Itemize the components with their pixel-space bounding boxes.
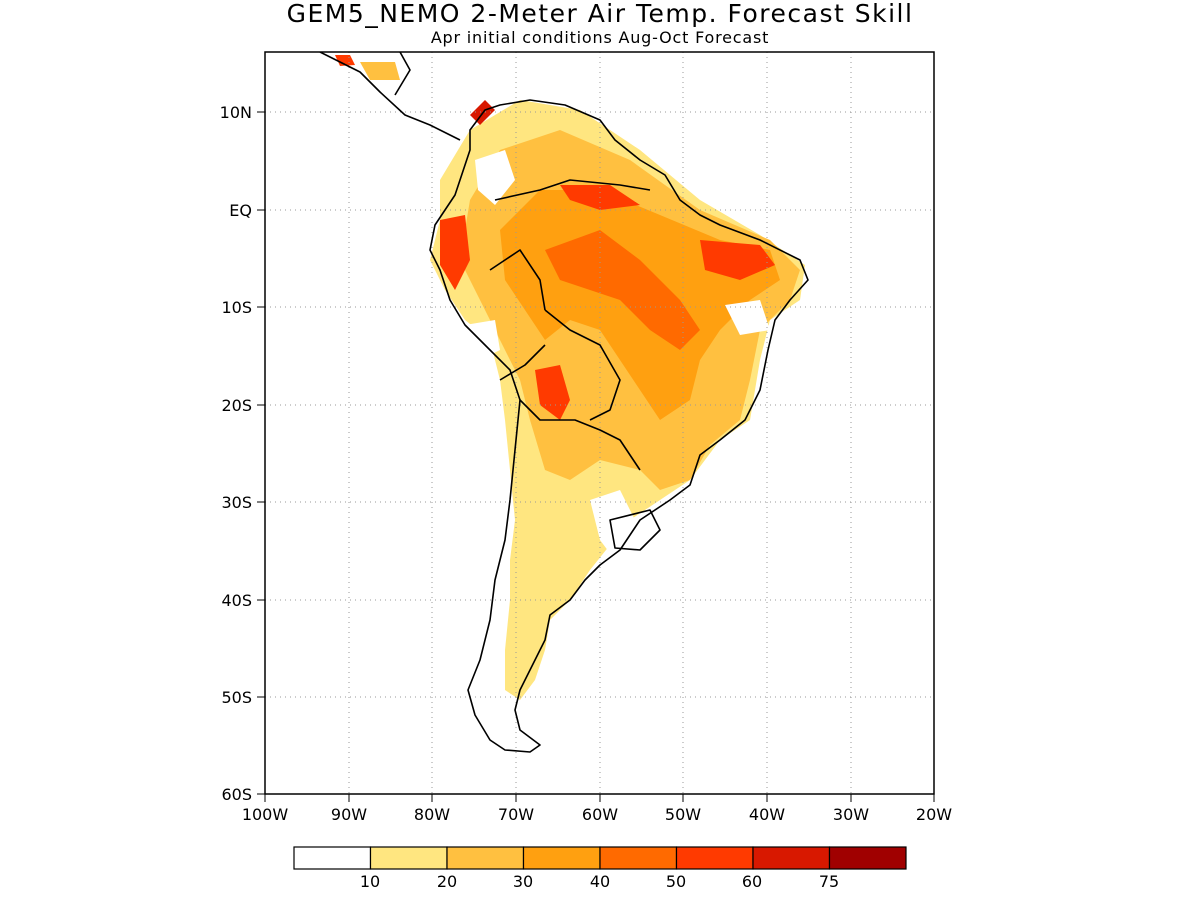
lon-tick-label: 80W xyxy=(414,805,450,824)
lon-tick-label: 20W xyxy=(916,805,952,824)
lat-tick-label: 20S xyxy=(221,396,252,415)
colorbar-labels: 10 20 30 40 50 60 75 xyxy=(360,872,839,891)
lon-tick-label: 60W xyxy=(582,805,618,824)
lon-tick-label: 30W xyxy=(833,805,869,824)
coastlines xyxy=(319,52,809,753)
axis-ticks xyxy=(257,111,935,802)
colorbar-label: 40 xyxy=(590,872,610,891)
colorbar-label: 10 xyxy=(360,872,380,891)
colorbar-label: 50 xyxy=(666,872,686,891)
lat-tick-label: 10S xyxy=(221,298,252,317)
coastline-south-america xyxy=(429,99,809,753)
lon-tick-label: 40W xyxy=(749,805,785,824)
colorbar-swatches xyxy=(293,846,907,870)
chart-title: GEM5_NEMO 2-Meter Air Temp. Forecast Ski… xyxy=(286,0,914,28)
colorbar-swatch xyxy=(752,846,831,870)
border-6 xyxy=(499,344,546,381)
lat-tick-label: 30S xyxy=(221,493,252,512)
shade-central-america-1 xyxy=(335,55,355,66)
shade-below-10-uruguay xyxy=(590,490,640,560)
shade-below-10-peru xyxy=(465,320,500,360)
colorbar-swatch xyxy=(675,846,754,870)
shade-central-america-2 xyxy=(360,62,400,80)
shade-below-10-brazil xyxy=(725,300,770,335)
colorbar-label: 30 xyxy=(513,872,533,891)
gridlines xyxy=(265,52,934,794)
lat-tick-label: 50S xyxy=(221,688,252,707)
lon-tick-label: 50W xyxy=(665,805,701,824)
lat-tick-label: 10N xyxy=(220,103,252,122)
lon-tick-labels: 100W 90W 80W 70W 60W 50W 40W 30W 20W xyxy=(242,805,952,824)
shade-level-40-50 xyxy=(545,230,700,350)
lat-tick-labels: 10N EQ 10S 20S 30S 40S 50S 60S xyxy=(220,103,252,804)
border-5 xyxy=(609,509,661,551)
chart-subtitle: Apr initial conditions Aug-Oct Forecast xyxy=(430,28,770,47)
skill-shading xyxy=(335,55,805,700)
border-2 xyxy=(489,249,546,311)
colorbar-swatch xyxy=(828,846,907,870)
lat-tick-label: 40S xyxy=(221,591,252,610)
lon-tick-label: 70W xyxy=(498,805,534,824)
lat-tick-label: EQ xyxy=(229,201,252,220)
shade-level-50-60-east xyxy=(700,240,775,280)
lat-tick-label: 60S xyxy=(221,785,252,804)
colorbar-label: 60 xyxy=(742,872,762,891)
lon-tick-label: 100W xyxy=(242,805,289,824)
border-1 xyxy=(494,179,651,201)
colorbar-swatch xyxy=(293,846,372,870)
colorbar-swatch xyxy=(446,846,525,870)
colorbar-label: 20 xyxy=(437,872,457,891)
shade-level-50-60-south xyxy=(535,365,570,420)
colorbar-swatch xyxy=(599,846,678,870)
lon-tick-label: 90W xyxy=(331,805,367,824)
colorbar: 10 20 30 40 50 60 75 xyxy=(293,846,907,891)
coastline-central-america xyxy=(319,52,461,141)
border-4 xyxy=(519,399,641,471)
colorbar-swatch xyxy=(369,846,448,870)
colorbar-label: 75 xyxy=(819,872,839,891)
shade-level-50-60-west xyxy=(440,215,470,290)
coastline-caribbean xyxy=(394,52,411,96)
border-3 xyxy=(544,309,621,421)
shade-below-10-colombia xyxy=(475,150,515,205)
colorbar-swatch xyxy=(522,846,601,870)
